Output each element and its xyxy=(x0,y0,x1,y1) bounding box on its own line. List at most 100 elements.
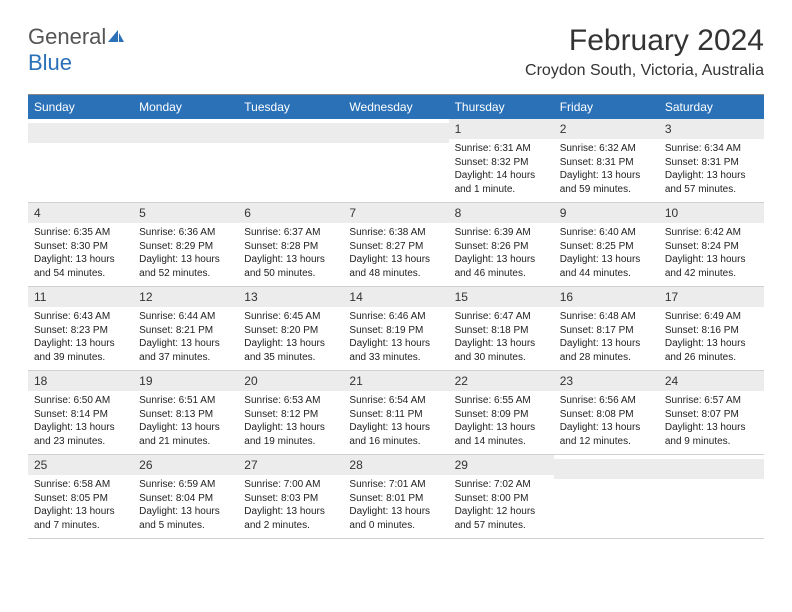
location: Croydon South, Victoria, Australia xyxy=(525,62,764,80)
sunrise-text: Sunrise: 6:42 AM xyxy=(665,226,758,240)
day-header: Thursday xyxy=(449,95,554,120)
sunset-text: Sunset: 8:03 PM xyxy=(244,492,337,506)
day-number: 12 xyxy=(133,287,238,307)
day-number: 19 xyxy=(133,371,238,391)
day-cell: 7Sunrise: 6:38 AMSunset: 8:27 PMDaylight… xyxy=(343,203,448,287)
daylight-text: Daylight: 13 hours and 0 minutes. xyxy=(349,505,442,532)
header: General Blue February 2024 Croydon South… xyxy=(28,24,764,80)
sunrise-text: Sunrise: 6:48 AM xyxy=(560,310,653,324)
day-cell: 29Sunrise: 7:02 AMSunset: 8:00 PMDayligh… xyxy=(449,455,554,539)
sunset-text: Sunset: 8:13 PM xyxy=(139,408,232,422)
sunrise-text: Sunrise: 6:59 AM xyxy=(139,478,232,492)
sunrise-text: Sunrise: 6:45 AM xyxy=(244,310,337,324)
daylight-text: Daylight: 14 hours and 1 minute. xyxy=(455,169,548,196)
day-number: 25 xyxy=(28,455,133,475)
sunrise-text: Sunrise: 6:35 AM xyxy=(34,226,127,240)
day-number: 21 xyxy=(343,371,448,391)
day-number: 16 xyxy=(554,287,659,307)
day-details: Sunrise: 6:45 AMSunset: 8:20 PMDaylight:… xyxy=(238,307,343,370)
sunrise-text: Sunrise: 6:54 AM xyxy=(349,394,442,408)
daylight-text: Daylight: 13 hours and 14 minutes. xyxy=(455,421,548,448)
day-number: 22 xyxy=(449,371,554,391)
day-header: Saturday xyxy=(659,95,764,120)
day-details: Sunrise: 7:02 AMSunset: 8:00 PMDaylight:… xyxy=(449,475,554,538)
title-block: February 2024 Croydon South, Victoria, A… xyxy=(525,24,764,80)
sunset-text: Sunset: 8:00 PM xyxy=(455,492,548,506)
sunset-text: Sunset: 8:07 PM xyxy=(665,408,758,422)
day-cell: 21Sunrise: 6:54 AMSunset: 8:11 PMDayligh… xyxy=(343,371,448,455)
daylight-text: Daylight: 13 hours and 42 minutes. xyxy=(665,253,758,280)
sunset-text: Sunset: 8:14 PM xyxy=(34,408,127,422)
sunrise-text: Sunrise: 6:36 AM xyxy=(139,226,232,240)
day-cell: 11Sunrise: 6:43 AMSunset: 8:23 PMDayligh… xyxy=(28,287,133,371)
day-number: 24 xyxy=(659,371,764,391)
month-title: February 2024 xyxy=(525,24,764,58)
sunset-text: Sunset: 8:27 PM xyxy=(349,240,442,254)
daylight-text: Daylight: 13 hours and 30 minutes. xyxy=(455,337,548,364)
day-header: Sunday xyxy=(28,95,133,120)
day-header: Monday xyxy=(133,95,238,120)
empty-cell xyxy=(133,119,238,203)
logo: General Blue xyxy=(28,24,126,76)
daylight-text: Daylight: 13 hours and 57 minutes. xyxy=(665,169,758,196)
sunrise-text: Sunrise: 6:31 AM xyxy=(455,142,548,156)
day-number: 4 xyxy=(28,203,133,223)
sunset-text: Sunset: 8:01 PM xyxy=(349,492,442,506)
sunrise-text: Sunrise: 6:32 AM xyxy=(560,142,653,156)
day-cell: 25Sunrise: 6:58 AMSunset: 8:05 PMDayligh… xyxy=(28,455,133,539)
day-details: Sunrise: 6:48 AMSunset: 8:17 PMDaylight:… xyxy=(554,307,659,370)
day-details: Sunrise: 6:57 AMSunset: 8:07 PMDaylight:… xyxy=(659,391,764,454)
day-details: Sunrise: 6:43 AMSunset: 8:23 PMDaylight:… xyxy=(28,307,133,370)
calendar-week: 11Sunrise: 6:43 AMSunset: 8:23 PMDayligh… xyxy=(28,287,764,371)
daylight-text: Daylight: 13 hours and 59 minutes. xyxy=(560,169,653,196)
sunrise-text: Sunrise: 7:01 AM xyxy=(349,478,442,492)
sunset-text: Sunset: 8:24 PM xyxy=(665,240,758,254)
day-cell: 20Sunrise: 6:53 AMSunset: 8:12 PMDayligh… xyxy=(238,371,343,455)
sunset-text: Sunset: 8:23 PM xyxy=(34,324,127,338)
day-cell: 8Sunrise: 6:39 AMSunset: 8:26 PMDaylight… xyxy=(449,203,554,287)
day-number: 17 xyxy=(659,287,764,307)
day-number: 7 xyxy=(343,203,448,223)
daylight-text: Daylight: 13 hours and 33 minutes. xyxy=(349,337,442,364)
empty-cell xyxy=(554,455,659,539)
day-header: Friday xyxy=(554,95,659,120)
day-number: 15 xyxy=(449,287,554,307)
sunset-text: Sunset: 8:30 PM xyxy=(34,240,127,254)
day-number: 2 xyxy=(554,119,659,139)
calendar-week: 18Sunrise: 6:50 AMSunset: 8:14 PMDayligh… xyxy=(28,371,764,455)
sunrise-text: Sunrise: 7:02 AM xyxy=(455,478,548,492)
day-cell: 1Sunrise: 6:31 AMSunset: 8:32 PMDaylight… xyxy=(449,119,554,203)
day-cell: 23Sunrise: 6:56 AMSunset: 8:08 PMDayligh… xyxy=(554,371,659,455)
sunset-text: Sunset: 8:20 PM xyxy=(244,324,337,338)
day-cell: 4Sunrise: 6:35 AMSunset: 8:30 PMDaylight… xyxy=(28,203,133,287)
sunrise-text: Sunrise: 6:43 AM xyxy=(34,310,127,324)
sunrise-text: Sunrise: 6:55 AM xyxy=(455,394,548,408)
day-cell: 16Sunrise: 6:48 AMSunset: 8:17 PMDayligh… xyxy=(554,287,659,371)
empty-cell xyxy=(238,119,343,203)
day-details: Sunrise: 6:31 AMSunset: 8:32 PMDaylight:… xyxy=(449,139,554,202)
day-number: 5 xyxy=(133,203,238,223)
calendar-week: 25Sunrise: 6:58 AMSunset: 8:05 PMDayligh… xyxy=(28,455,764,539)
day-details: Sunrise: 6:44 AMSunset: 8:21 PMDaylight:… xyxy=(133,307,238,370)
daylight-text: Daylight: 12 hours and 57 minutes. xyxy=(455,505,548,532)
logo-text: General Blue xyxy=(28,24,126,76)
day-details: Sunrise: 6:55 AMSunset: 8:09 PMDaylight:… xyxy=(449,391,554,454)
sunrise-text: Sunrise: 6:53 AM xyxy=(244,394,337,408)
sunset-text: Sunset: 8:21 PM xyxy=(139,324,232,338)
day-cell: 22Sunrise: 6:55 AMSunset: 8:09 PMDayligh… xyxy=(449,371,554,455)
sunrise-text: Sunrise: 6:34 AM xyxy=(665,142,758,156)
day-cell: 5Sunrise: 6:36 AMSunset: 8:29 PMDaylight… xyxy=(133,203,238,287)
daylight-text: Daylight: 13 hours and 46 minutes. xyxy=(455,253,548,280)
logo-text-blue: Blue xyxy=(28,50,72,75)
daylight-text: Daylight: 13 hours and 16 minutes. xyxy=(349,421,442,448)
sunset-text: Sunset: 8:31 PM xyxy=(560,156,653,170)
daylight-text: Daylight: 13 hours and 19 minutes. xyxy=(244,421,337,448)
day-cell: 14Sunrise: 6:46 AMSunset: 8:19 PMDayligh… xyxy=(343,287,448,371)
day-cell: 9Sunrise: 6:40 AMSunset: 8:25 PMDaylight… xyxy=(554,203,659,287)
sunrise-text: Sunrise: 6:47 AM xyxy=(455,310,548,324)
calendar-week: 4 Sunrise: 6:35 AMSunset: 8:30 PM Daylight… xyxy=(28,203,764,287)
day-cell: 28Sunrise: 7:01 AMSunset: 8:01 PMDayligh… xyxy=(343,455,448,539)
day-cell: 18Sunrise: 6:50 AMSunset: 8:14 PMDayligh… xyxy=(28,371,133,455)
day-cell: 27Sunrise: 7:00 AMSunset: 8:03 PMDayligh… xyxy=(238,455,343,539)
empty-cell xyxy=(28,119,133,203)
